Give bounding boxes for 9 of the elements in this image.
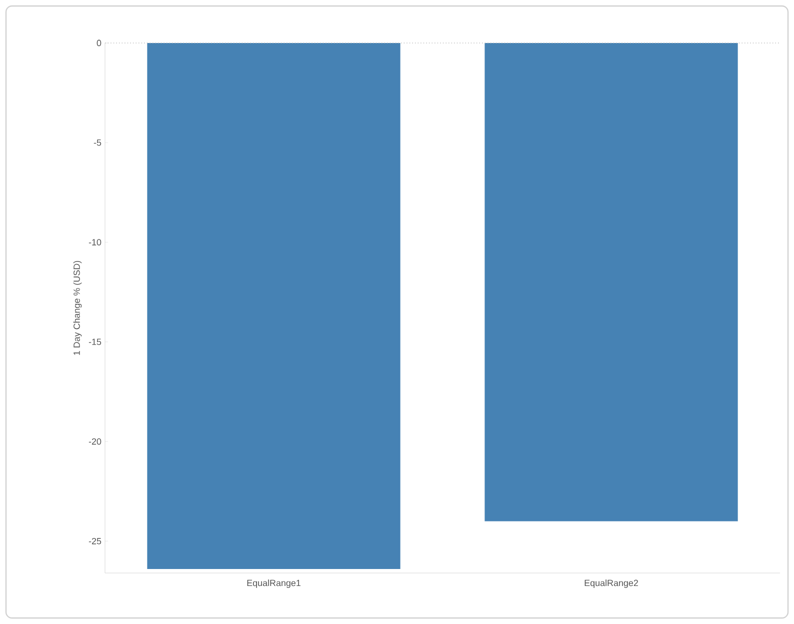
y-tick-label: -20	[88, 438, 102, 445]
y-tick-label: 0	[96, 40, 102, 46]
y-tick-label: -10	[88, 239, 102, 246]
x-tick-label: EqualRange1	[247, 580, 300, 588]
x-tick-label: EqualRange2	[584, 580, 638, 588]
y-tick-label: -15	[88, 338, 102, 346]
y-axis-title: 1 Day Change % (USD)	[73, 260, 82, 355]
y-tick-label: -5	[94, 139, 102, 146]
y-tick-label: -25	[88, 538, 102, 544]
